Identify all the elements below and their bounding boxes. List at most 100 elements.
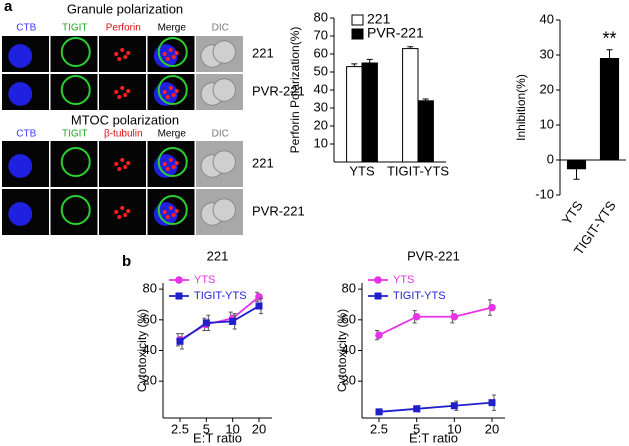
marker bbox=[450, 312, 459, 321]
y-tick-label: 80 bbox=[314, 9, 328, 24]
x-tick-label: 5 bbox=[413, 421, 420, 436]
x-tick-label: TIGIT-YTS bbox=[387, 163, 449, 178]
line bbox=[378, 401, 493, 413]
cell-outline bbox=[212, 198, 236, 222]
y-axis-label: Perforin Polarization(%) bbox=[288, 27, 302, 154]
membrane bbox=[60, 37, 91, 67]
granule bbox=[123, 213, 128, 217]
x-tick-label: 10 bbox=[447, 421, 461, 436]
marker bbox=[375, 331, 383, 339]
chart-title: 221 bbox=[207, 248, 229, 263]
micrograph-cell bbox=[147, 74, 195, 110]
micrograph-cell bbox=[99, 36, 146, 72]
column-header: β-tubulin bbox=[104, 129, 143, 140]
granule bbox=[114, 210, 119, 214]
granule bbox=[126, 161, 131, 165]
marker bbox=[412, 312, 421, 321]
column-header: DIC bbox=[212, 23, 229, 34]
column-header: CTB bbox=[16, 129, 36, 140]
cell-bg bbox=[99, 189, 146, 235]
y-axis-label: Cytotoxicity (%) bbox=[135, 309, 149, 392]
micrograph-cell bbox=[196, 36, 243, 72]
legend-marker bbox=[175, 276, 183, 284]
granule bbox=[114, 52, 119, 56]
marker bbox=[176, 337, 184, 345]
micrograph-title: Granule polarization bbox=[67, 1, 183, 16]
marker bbox=[488, 399, 496, 407]
micrograph-cell bbox=[50, 189, 98, 235]
micrograph-cell bbox=[147, 36, 195, 72]
granule bbox=[120, 86, 125, 90]
membrane bbox=[157, 75, 188, 105]
granule bbox=[123, 93, 128, 97]
nucleus bbox=[8, 82, 33, 106]
granule bbox=[162, 162, 167, 166]
panel-label: b bbox=[122, 253, 131, 270]
x-tick-label: 20 bbox=[485, 421, 499, 436]
membrane bbox=[60, 195, 91, 225]
x-tick-label: 10 bbox=[225, 421, 239, 436]
granule bbox=[120, 48, 125, 52]
micrograph-cell bbox=[196, 141, 243, 187]
granule bbox=[171, 213, 176, 217]
cell-outline bbox=[212, 78, 236, 102]
marker bbox=[229, 317, 237, 325]
granule bbox=[162, 210, 167, 214]
marker bbox=[202, 319, 210, 327]
legend-swatch bbox=[351, 28, 364, 40]
granule bbox=[168, 206, 173, 210]
granule bbox=[114, 162, 119, 166]
cell-bg bbox=[99, 74, 146, 110]
legend-label: 221 bbox=[367, 11, 391, 27]
x-axis-label: E:T ratio bbox=[193, 430, 242, 445]
error-bar bbox=[422, 98, 429, 101]
y-tick-label: 50 bbox=[314, 63, 328, 78]
granule bbox=[168, 48, 173, 52]
y-tick-label: 20 bbox=[342, 373, 356, 388]
membrane bbox=[157, 195, 188, 225]
chart-title: PVR-221 bbox=[407, 248, 460, 263]
legend-label: PVR-221 bbox=[367, 25, 424, 41]
micrograph-cell bbox=[99, 74, 146, 110]
row-label: 221 bbox=[252, 45, 274, 60]
line bbox=[378, 306, 493, 336]
granule bbox=[117, 215, 122, 219]
legend-marker bbox=[374, 292, 382, 300]
granule bbox=[162, 52, 167, 56]
cell-outline bbox=[212, 40, 236, 64]
granule bbox=[120, 158, 125, 162]
legend-label: YTS bbox=[194, 274, 215, 286]
membrane bbox=[157, 147, 188, 177]
y-tick-label: 60 bbox=[314, 45, 328, 60]
marker bbox=[255, 293, 263, 301]
error-bar bbox=[407, 46, 414, 49]
granule bbox=[114, 90, 119, 94]
x-tick-label: 5 bbox=[203, 421, 210, 436]
marker bbox=[413, 405, 421, 413]
micrograph-cell bbox=[50, 141, 98, 187]
granule bbox=[117, 95, 122, 99]
cell-outline bbox=[212, 150, 236, 174]
y-tick-label: 40 bbox=[540, 11, 554, 26]
y-tick-label: 80 bbox=[342, 281, 356, 296]
y-tick-label: 70 bbox=[314, 27, 328, 42]
y-tick-label: 60 bbox=[143, 311, 157, 326]
y-tick-label: 20 bbox=[314, 117, 328, 132]
x-tick-label: 2.5 bbox=[171, 421, 189, 436]
granule bbox=[165, 167, 170, 171]
marker bbox=[255, 302, 263, 310]
row-label: PVR-221 bbox=[252, 203, 305, 218]
granule bbox=[126, 89, 131, 93]
column-header: DIC bbox=[212, 129, 229, 140]
granule bbox=[168, 158, 173, 162]
bar bbox=[417, 100, 434, 163]
granule bbox=[123, 165, 128, 169]
micrograph-cell bbox=[196, 189, 243, 235]
column-header: Merge bbox=[158, 23, 187, 34]
marker bbox=[450, 402, 458, 410]
legend-marker bbox=[175, 292, 183, 300]
granule bbox=[174, 209, 179, 213]
x-tick-label: YTS bbox=[349, 163, 375, 178]
column-header: Perforin bbox=[106, 23, 141, 34]
